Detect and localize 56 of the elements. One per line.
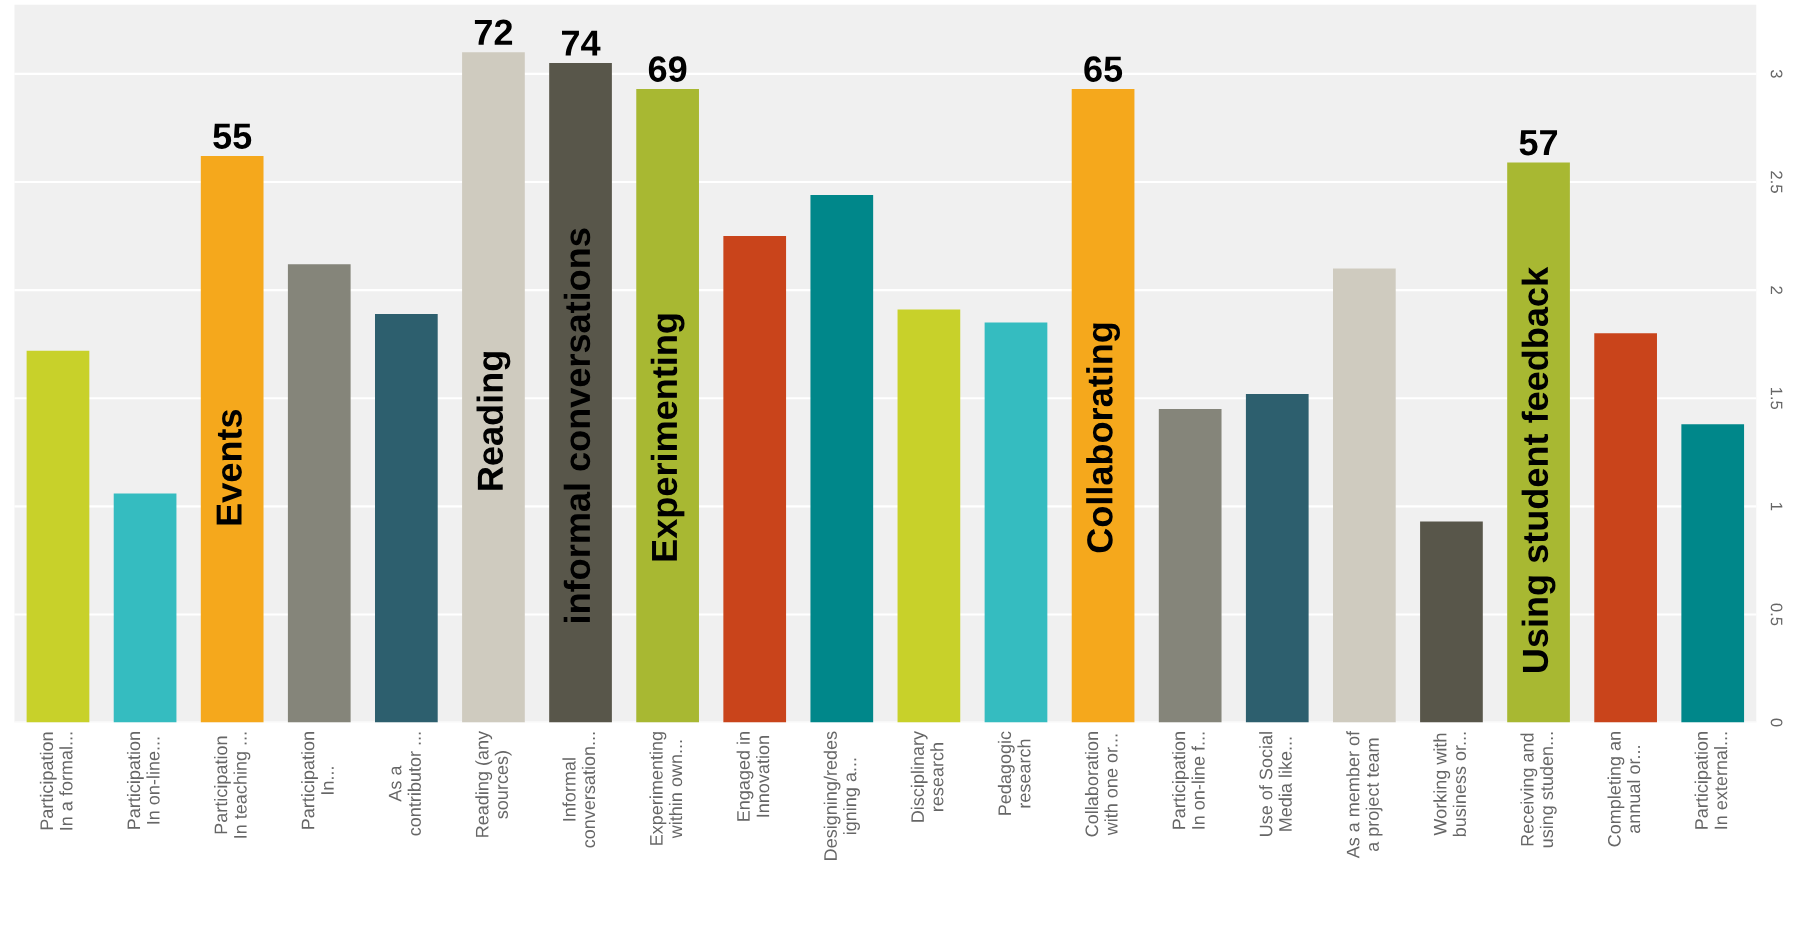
annotation: 69: [648, 56, 687, 82]
x-tick-label: Participation In...: [301, 732, 334, 829]
x-tick-label: Pedagogic research: [997, 731, 1031, 815]
annotation: 65: [1084, 56, 1123, 82]
bar: [984, 322, 1048, 723]
bar: [636, 89, 699, 723]
bar: [375, 313, 438, 723]
x-tick-label: Participation In a formal...: [39, 732, 73, 830]
x-tick-label: Working with business or...: [1433, 732, 1467, 837]
bar: [723, 236, 787, 723]
x-tick-label: Receiving and using studen...: [1520, 732, 1557, 848]
bar: [26, 350, 90, 723]
y-tick-label: 1: [1770, 502, 1783, 511]
y-tick-label: 2.5: [1770, 171, 1783, 193]
bar: [113, 493, 177, 723]
annotation: informal conversations: [563, 228, 591, 622]
x-tick-label: Completing an annual or...: [1607, 732, 1641, 847]
x-tick-label: Collaboration with one or...: [1084, 732, 1118, 837]
x-tick-label: Informal conversation...: [562, 732, 596, 848]
bar: [1594, 333, 1657, 723]
bar: [200, 156, 264, 723]
y-tick-label: 0.5: [1770, 603, 1783, 626]
x-tick-label: Experimenting within own...: [649, 732, 683, 845]
bar: [810, 194, 874, 723]
annotation: Collaborating: [1086, 323, 1120, 553]
y-tick-label: 1.5: [1770, 387, 1783, 410]
x-tick-label: Designing/redes igning a...: [823, 731, 860, 860]
annotation: 55: [213, 123, 252, 149]
annotation: Events: [216, 409, 242, 525]
annotation: Reading: [476, 352, 511, 490]
y-tick-label: 0: [1770, 718, 1783, 727]
y-tick-label: 3: [1770, 69, 1783, 78]
bar: [1420, 521, 1483, 723]
annotation: Experimenting: [650, 314, 685, 561]
annotation: 72: [474, 19, 513, 45]
bar: [462, 52, 525, 723]
bar: [549, 63, 612, 723]
x-tick-label: Participation In external...: [1694, 732, 1728, 829]
annotation: Using student feedback: [1521, 266, 1556, 673]
x-tick-label: Reading (any sources): [475, 730, 512, 837]
bar: [1333, 268, 1396, 723]
bar: [1158, 409, 1222, 723]
x-tick-label: Participation In on-line f...: [1172, 732, 1205, 829]
bar: [1681, 424, 1745, 723]
annotation: 74: [562, 30, 601, 56]
x-tick-label: Use of Social Media like...: [1259, 732, 1292, 836]
bar: [1071, 89, 1135, 723]
y-tick-label: 2: [1770, 286, 1783, 294]
x-tick-label: Participation In teaching ...: [214, 732, 251, 838]
annotation: 57: [1519, 130, 1558, 156]
bar: [287, 264, 351, 723]
x-tick-label: Participation In on-line...: [126, 732, 160, 829]
x-tick-label: As a contributor ...: [388, 732, 421, 836]
x-tick-label: As a member of a project team: [1346, 730, 1383, 859]
bar: [1245, 393, 1309, 723]
bar: [897, 309, 961, 723]
